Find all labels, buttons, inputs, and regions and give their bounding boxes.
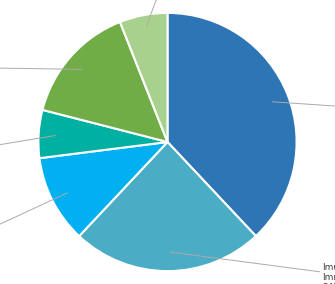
Text: Hematologia &
Histologia
Haematology &
Histology
11%: Hematologia & Histologia Haematology & H… [0, 193, 67, 281]
Wedge shape [120, 13, 168, 142]
Text: Outros
Others
6%: Outros Others 6% [147, 0, 189, 25]
Wedge shape [79, 142, 256, 271]
Text: Imunoquimica
Immunochemistry
24%: Imunoquimica Immunochemistry 24% [170, 252, 335, 284]
Wedge shape [168, 13, 296, 236]
Wedge shape [40, 142, 168, 236]
Text: Química
clinica
Clinical
chemistry
38%: Química clinica Clinical chemistry 38% [272, 84, 335, 135]
Wedge shape [39, 110, 168, 158]
Wedge shape [43, 22, 168, 142]
Text: Imunologia
infecciosa
Infectious
immunology
15%: Imunologia infecciosa Infectious immunol… [0, 42, 82, 92]
Text: Microbiologia
Microbiology
6%: Microbiologia Microbiology 6% [0, 135, 55, 170]
